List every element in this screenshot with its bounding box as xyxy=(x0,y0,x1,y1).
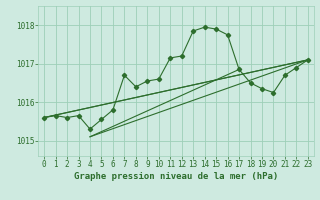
X-axis label: Graphe pression niveau de la mer (hPa): Graphe pression niveau de la mer (hPa) xyxy=(74,172,278,181)
